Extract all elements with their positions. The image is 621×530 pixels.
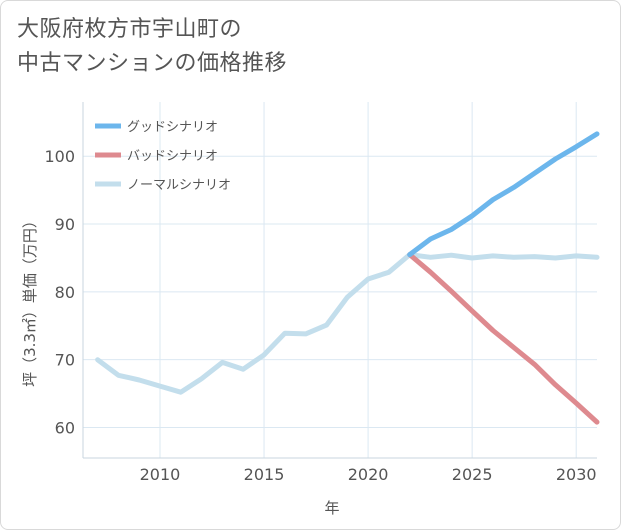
series-line-2 <box>407 252 600 425</box>
legend-label: バッドシナリオ <box>127 149 218 164</box>
y-tick-label: 90 <box>55 215 75 234</box>
series-line-3 <box>95 252 600 395</box>
x-tick-label: 2025 <box>452 465 493 484</box>
y-tick-labels: 60 70 80 90 100 <box>44 147 75 437</box>
legend-label: ノーマルシナリオ <box>127 178 231 193</box>
x-tick-label: 2010 <box>140 465 181 484</box>
x-tick-label: 2030 <box>556 465 597 484</box>
series-line-1 <box>407 131 600 258</box>
y-tick-label: 70 <box>55 351 75 370</box>
x-tick-labels: 2010 2015 2020 2025 2030 <box>140 465 597 484</box>
legend-label: グッドシナリオ <box>127 120 218 135</box>
x-axis-label: 年 <box>324 499 339 517</box>
y-tick-label: 100 <box>44 147 75 166</box>
chart-title: 大阪府枚方市宇山町の 中古マンションの価格推移 <box>17 13 287 81</box>
x-tick-label: 2015 <box>244 465 285 484</box>
y-axis-label: 坪（3.3㎡）単価（万円） <box>21 213 39 387</box>
chart-title-line-2: 中古マンションの価格推移 <box>17 51 288 76</box>
chart-title-line-1: 大阪府枚方市宇山町の <box>17 17 243 42</box>
series-lines <box>95 131 600 425</box>
y-tick-label: 60 <box>55 418 75 437</box>
plot-border <box>82 102 597 459</box>
x-tick-label: 2020 <box>348 465 389 484</box>
y-tick-label: 80 <box>55 283 75 302</box>
